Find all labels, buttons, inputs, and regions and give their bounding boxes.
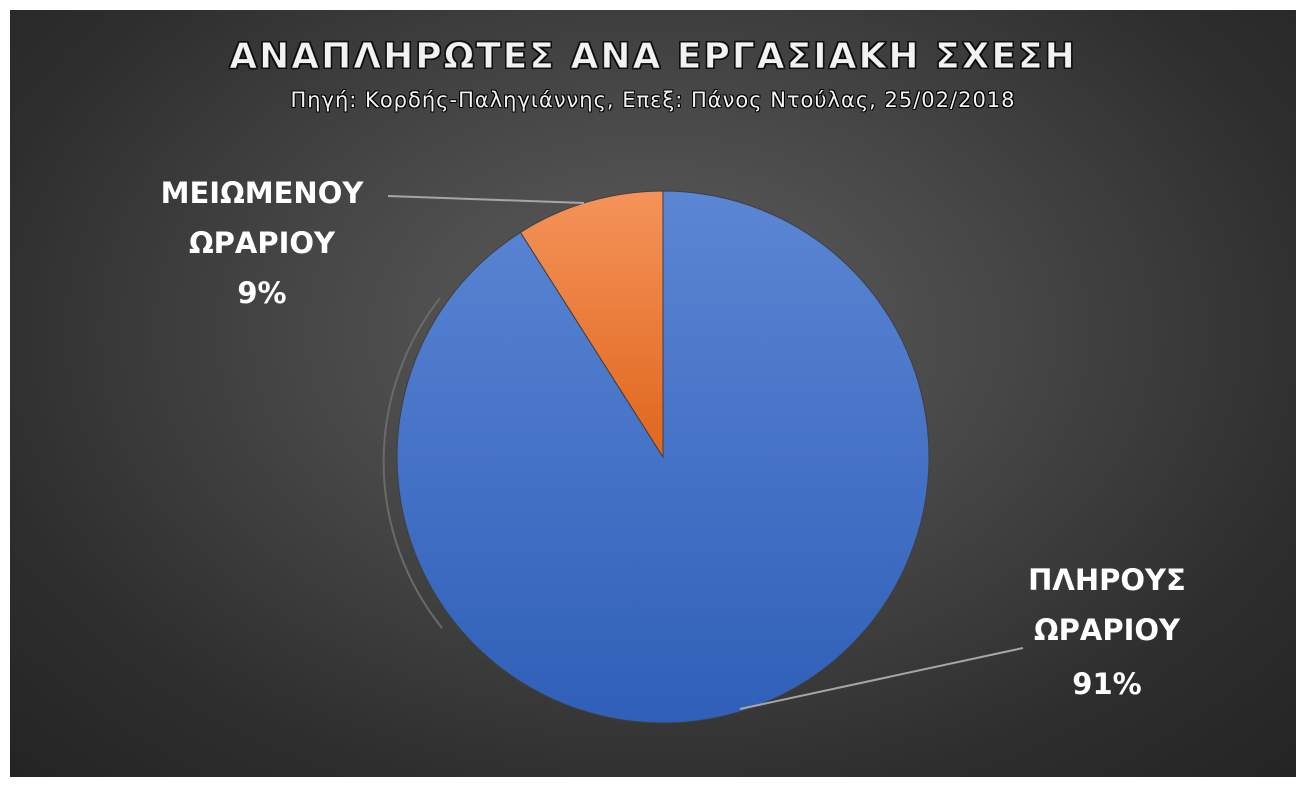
label-meiomenoy-percent: 9%	[237, 276, 286, 310]
leader-line-meiomenoy	[387, 195, 585, 204]
label-pliroys-percent: 91%	[1072, 667, 1141, 701]
chart-subtitle: Πηγή: Κορδής-Παληγιάννης, Επεξ: Πάνος Ντ…	[290, 88, 1016, 112]
pie-slices	[396, 190, 930, 724]
label-pliroys-line2: ΩΡΑΡΙΟΥ	[1034, 613, 1181, 647]
label-meiomenoy-line1: ΜΕΙΩΜΕΝΟΥ	[161, 176, 365, 210]
slice-meiomenoy-orarioy	[519, 190, 664, 459]
leader-line-pliroys	[739, 647, 1024, 710]
pie-shadow-arc	[382, 297, 443, 629]
label-pliroys-line1: ΠΛΗΡΟΥΣ	[1028, 563, 1186, 597]
pie-chart: ΜΕΙΩΜΕΝΟΥ ΩΡΑΡΙΟΥ 9% ΠΛΗΡΟΥΣ ΩΡΑΡΙΟΥ 91%	[161, 176, 1186, 724]
chart-title: ΑΝΑΠΛΗΡΩΤΕΣ ΑΝΑ ΕΡΓΑΣΙΑΚΗ ΣΧΕΣΗ	[229, 36, 1077, 78]
chart-area: ΑΝΑΠΛΗΡΩΤΕΣ ΑΝΑ ΕΡΓΑΣΙΑΚΗ ΣΧΕΣΗ Πηγή: Κο…	[10, 10, 1296, 777]
label-meiomenoy-line2: ΩΡΑΡΙΟΥ	[189, 226, 336, 260]
